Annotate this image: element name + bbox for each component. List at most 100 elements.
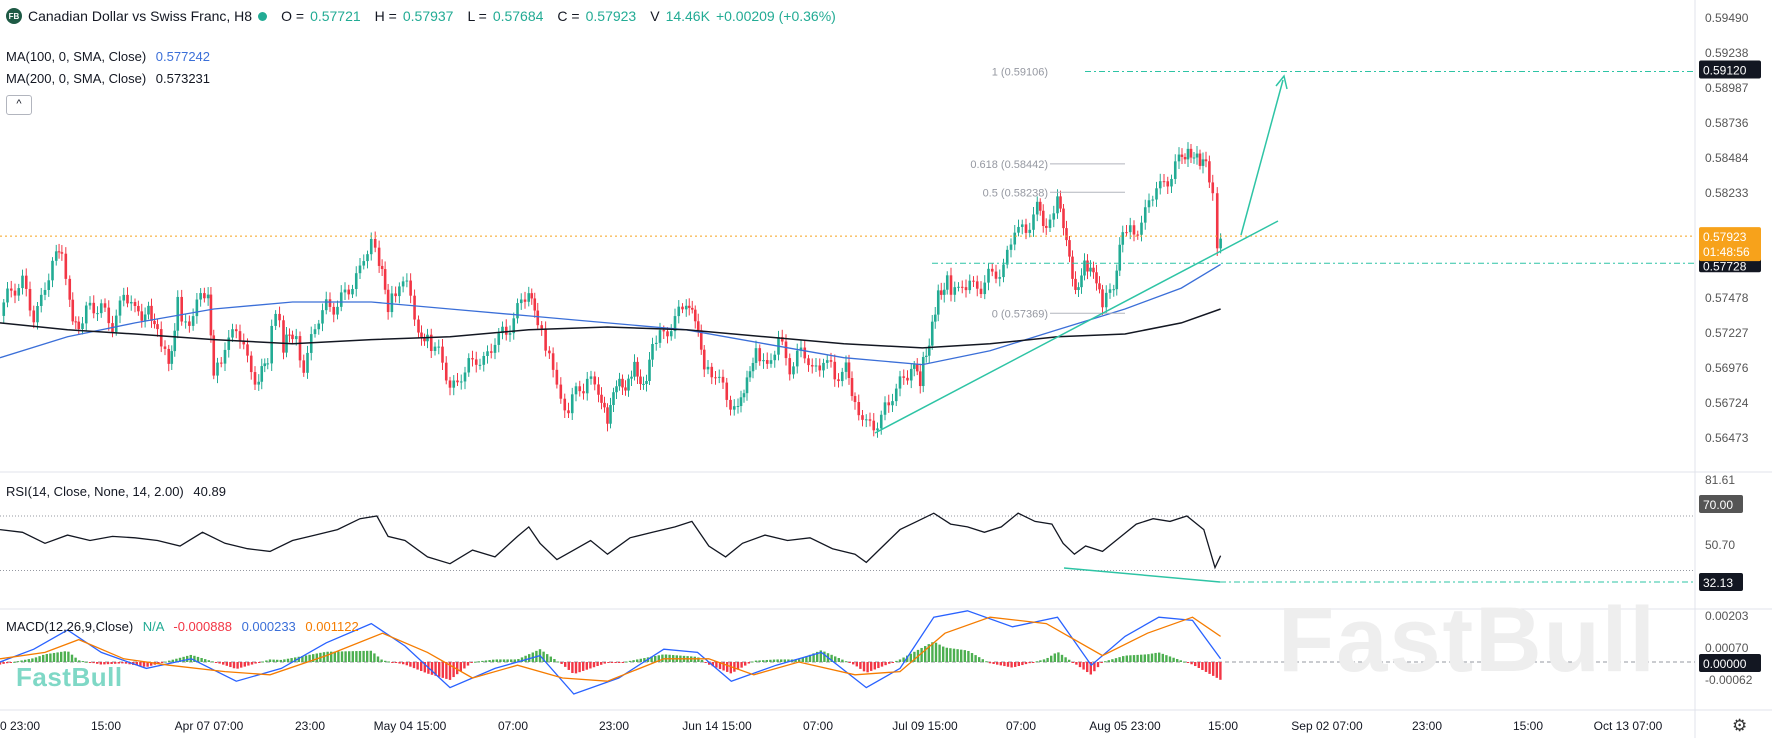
macd-histogram-bar: [229, 662, 232, 668]
candle-body: [975, 281, 979, 289]
macd-histogram-bar: [718, 662, 722, 670]
macd-histogram-bar: [1035, 661, 1038, 663]
candle-body: [645, 380, 648, 384]
candle-body: [302, 360, 306, 373]
macd-histogram-bar: [567, 662, 570, 670]
candle-body: [1005, 249, 1009, 265]
rsi-legend[interactable]: RSI(14, Close, None, 14, 2.00) 40.89: [6, 484, 226, 499]
macd-histogram-bar: [628, 660, 632, 662]
candle-body: [864, 419, 868, 421]
candle-body: [441, 346, 444, 363]
candle-body: [1158, 181, 1162, 189]
candle-body: [282, 320, 285, 353]
candle-body: [28, 288, 32, 311]
candle-body: [1204, 159, 1208, 162]
candle-body: [159, 329, 163, 347]
gear-icon[interactable]: ⚙: [1732, 716, 1748, 735]
candle-body: [651, 344, 654, 360]
macd-histogram-bar: [661, 654, 664, 662]
candle-body: [191, 316, 195, 326]
close-label: C =: [557, 8, 580, 24]
macd-histogram-bar: [582, 662, 585, 671]
macd-histogram-bar: [488, 660, 491, 662]
macd-histogram-bar: [308, 654, 311, 662]
candle-body: [317, 323, 321, 330]
macd-histogram-bar: [1086, 662, 1089, 673]
macd-histogram-bar: [1172, 657, 1175, 662]
macd-histogram-bar: [513, 659, 516, 662]
symbol-title[interactable]: Canadian Dollar vs Swiss Franc, H8: [28, 8, 253, 24]
time-axis-tick-label: 15:00: [1208, 719, 1238, 733]
macd-histogram-bar: [348, 651, 351, 662]
macd-histogram-bar: [405, 662, 408, 666]
time-axis-tick-label: 07:00: [1006, 719, 1036, 733]
ma200-legend[interactable]: MA(200, 0, SMA, Close) 0.573231: [6, 71, 210, 86]
price-tick-label: 0.58484: [1705, 151, 1749, 165]
collapse-legend-button[interactable]: ^: [6, 95, 32, 115]
ma100-legend[interactable]: MA(100, 0, SMA, Close) 0.577242: [6, 49, 210, 64]
macd-histogram-bar: [805, 656, 808, 662]
rsi-line: [0, 512, 1222, 570]
rsi-70-tag: [1699, 495, 1743, 513]
macd-histogram-bar: [67, 651, 70, 662]
macd-histogram-bar: [956, 649, 959, 662]
macd-histogram-bar: [301, 656, 304, 662]
open-value: 0.57721: [310, 8, 361, 24]
macd-histogram-bar: [927, 644, 930, 662]
macd-histogram-bar: [297, 656, 300, 662]
candle-body: [147, 305, 150, 315]
macd-histogram-bar: [1010, 662, 1013, 668]
macd-histogram-bar: [394, 662, 398, 663]
macd-legend[interactable]: MACD(12,26,9,Close) N/A -0.000888 0.0002…: [6, 619, 359, 634]
candle-body: [687, 305, 691, 308]
candle-body: [1095, 272, 1098, 284]
macd-histogram-bar: [1104, 661, 1107, 663]
macd-histogram-bar: [985, 661, 988, 663]
candle-body: [118, 300, 122, 316]
macd-histogram-bar: [103, 662, 106, 665]
candle-body: [88, 302, 92, 306]
candle-body: [949, 275, 953, 295]
macd-histogram-bar: [574, 662, 578, 674]
candle-body: [891, 401, 894, 406]
macd-histogram-bar: [0, 662, 2, 665]
macd-histogram-bar: [556, 661, 560, 663]
macd-histogram-bar: [610, 662, 614, 663]
macd-histogram-bar: [1150, 653, 1154, 662]
macd-histogram-bar: [542, 651, 545, 662]
candle-body: [957, 286, 960, 288]
candle-body: [837, 379, 840, 382]
candle-body: [343, 289, 347, 293]
candle-body: [818, 365, 822, 371]
candle-body: [332, 306, 336, 315]
macd-histogram-bar: [1100, 662, 1103, 664]
macd-histogram-bar: [945, 647, 948, 662]
candle-body: [567, 410, 570, 414]
macd-histogram-bar: [1136, 654, 1139, 662]
candle-body: [478, 364, 482, 366]
candle-body: [609, 405, 612, 424]
price-tick-label: 0.58987: [1705, 81, 1749, 95]
macd-histogram-bar: [225, 662, 228, 666]
macd-histogram-bar: [715, 662, 718, 668]
symbol-icon[interactable]: FB: [6, 8, 22, 24]
time-axis-tick-label: Jun 14 15:00: [682, 719, 752, 733]
rsi-label: RSI(14, Close, None, 14, 2.00): [6, 484, 184, 499]
macd-histogram-bar: [463, 662, 466, 669]
macd-histogram-bar: [42, 654, 45, 662]
macd-histogram-bar: [1201, 662, 1204, 670]
macd-histogram-bar: [1140, 654, 1143, 662]
candle-body: [559, 384, 563, 399]
candle-body: [1151, 199, 1155, 201]
macd-histogram-bar: [837, 658, 840, 662]
macd-histogram-bar: [254, 662, 257, 664]
price-tick-label: 0.57227: [1705, 326, 1749, 340]
candle-body: [1062, 208, 1065, 229]
candle-body: [163, 346, 167, 349]
candle-body: [278, 313, 281, 321]
candle-body: [1147, 200, 1151, 208]
macd-histogram-bar: [560, 662, 563, 664]
candle-body: [527, 293, 531, 302]
macd-histogram-bar: [294, 657, 297, 662]
